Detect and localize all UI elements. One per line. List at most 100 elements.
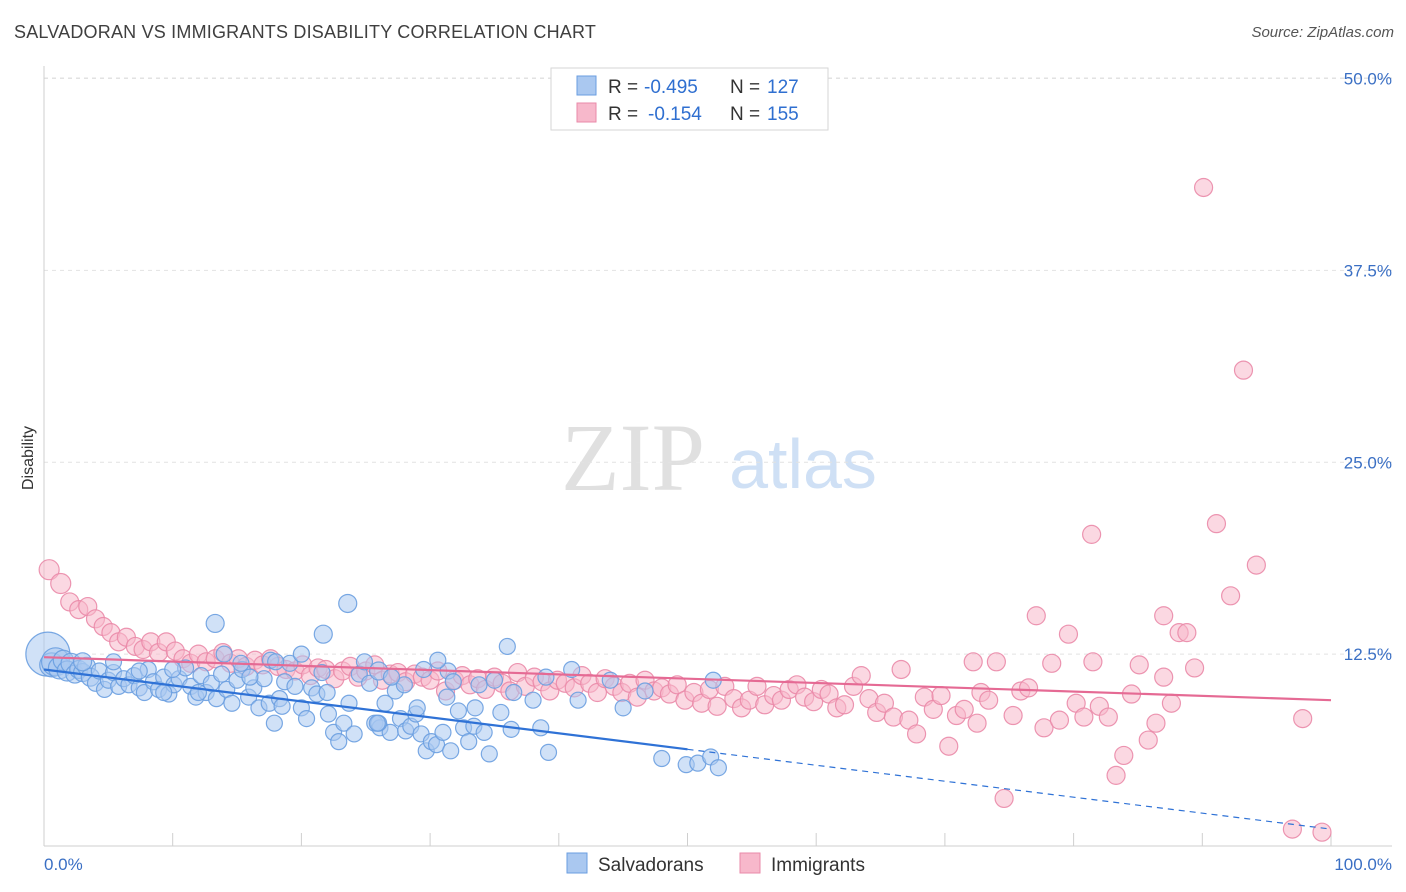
x-ticks — [43, 833, 1332, 846]
immigrants-point-146 — [1221, 586, 1241, 606]
immigrants-point-139 — [1154, 606, 1174, 626]
salvadorans-point-98 — [313, 624, 333, 644]
legend-n-label-2: N = — [730, 104, 760, 125]
salvadorans-point-126 — [505, 683, 523, 702]
top-legend-box — [550, 67, 829, 131]
salvadorans-point-127 — [524, 691, 542, 709]
legend-r-value-1: -0.495 — [644, 77, 698, 98]
salvadorans-point-136 — [164, 660, 182, 679]
salvadorans-point-129 — [382, 668, 401, 686]
immigrants-point-120 — [1003, 705, 1023, 726]
watermark-zip: ZIP — [561, 404, 705, 511]
immigrants-point-104 — [874, 693, 895, 713]
legend-n-label-1: N = — [730, 77, 760, 98]
bottom-legend: Salvadorans Immigrants — [566, 852, 865, 876]
immigrants-point-148 — [1246, 555, 1266, 575]
immigrants-point-123 — [1026, 606, 1046, 626]
legend-r-value-2: -0.154 — [648, 104, 702, 125]
salvadorans-point-132 — [267, 653, 285, 671]
salvadorans-point-45 — [255, 670, 273, 688]
immigrants-point-127 — [1058, 624, 1079, 644]
legend-swatch-immigrants — [576, 102, 597, 123]
bottom-legend-swatch-salvadorans — [566, 852, 588, 874]
salvadorans-point-106 — [502, 720, 520, 738]
bottom-legend-label-salvadorans: Salvadorans — [598, 855, 704, 876]
salvadorans-point-101 — [408, 699, 426, 717]
bottom-legend-swatch-immigrants — [739, 852, 761, 874]
salvadorans-point-65 — [361, 674, 379, 692]
salvadorans-point-133 — [241, 668, 259, 686]
salvadorans-point-99 — [338, 593, 358, 614]
y-axis-label: Disability — [20, 426, 37, 490]
salvadorans-point-56 — [313, 663, 331, 682]
immigrants-point-154 — [967, 713, 987, 733]
salvadorans-point-131 — [292, 645, 310, 663]
immigrants-point-112 — [939, 736, 959, 756]
salvadorans-point-107 — [532, 719, 550, 737]
salvadorans-point-89 — [485, 671, 504, 689]
salvadorans-point-47 — [265, 714, 283, 732]
immigrants-point-78 — [667, 675, 687, 695]
immigrants-point-143 — [1184, 658, 1205, 678]
salvadorans-point-121 — [537, 668, 555, 686]
salvadorans-point-57 — [319, 705, 338, 723]
salvadorans-point-90 — [73, 652, 93, 672]
immigrants-point-144 — [1193, 177, 1214, 198]
immigrants-point-101 — [851, 666, 871, 686]
immigrants-point-140 — [1161, 693, 1182, 713]
legend-r-label-2: R = — [608, 104, 638, 125]
immigrants-point-1 — [50, 572, 72, 595]
legend-n-value-1: 127 — [767, 77, 799, 98]
immigrants-point-138 — [1146, 713, 1166, 733]
salvadorans-point-134 — [215, 645, 233, 663]
immigrants-point-126 — [1049, 710, 1070, 730]
salvadorans-point-111 — [636, 682, 654, 700]
salvadorans-point-125 — [466, 699, 484, 717]
salvadorans-point-59 — [330, 733, 348, 751]
immigrants-point-115 — [963, 652, 983, 672]
immigrants-point-152 — [1282, 819, 1302, 839]
salvadorans-point-64 — [355, 653, 374, 671]
immigrants-point-150 — [1083, 652, 1103, 672]
immigrants-point-83 — [707, 696, 727, 716]
immigrants-point-151 — [1154, 667, 1174, 687]
salvadorans-point-102 — [429, 651, 447, 669]
salvadorans-point-39 — [223, 694, 241, 712]
immigrants-trend-line — [43, 656, 1332, 702]
salvadorans-point-123 — [614, 699, 632, 717]
salvadorans-point-112 — [653, 749, 671, 768]
salvadorans-point-84 — [460, 733, 478, 751]
salvadorans-point-116 — [709, 759, 727, 777]
grid-lines — [44, 77, 1392, 655]
immigrants-point-117 — [979, 690, 999, 710]
immigrants-point-153 — [1312, 822, 1332, 842]
bottom-legend-label-immigrants: Immigrants — [771, 855, 865, 876]
y-tick-labels: 12.5% 25.0% 37.5% 50.0% — [1344, 70, 1392, 665]
y-tick-label-3: 50.0% — [1344, 70, 1392, 89]
salvadorans-point-88 — [480, 745, 498, 763]
immigrants-point-99 — [834, 695, 855, 715]
legend-swatch-salvadorans — [576, 75, 597, 96]
salvadorans-point-104 — [442, 742, 460, 760]
x-tick-label-max: 100.0% — [1334, 855, 1392, 874]
salvadorans-point-109 — [569, 691, 587, 709]
salvadorans-trend-extension — [687, 748, 1332, 830]
watermark-atlas: atlas — [729, 425, 877, 503]
immigrants-point-145 — [1206, 514, 1227, 534]
immigrants-point-130 — [1082, 524, 1102, 544]
salvadorans-point-79 — [434, 723, 452, 742]
immigrants-point-149 — [1293, 708, 1313, 729]
trend-lines — [43, 656, 1332, 830]
y-tick-label-0: 12.5% — [1344, 645, 1392, 664]
immigrants-point-122 — [1018, 678, 1039, 698]
salvadorans-point-37 — [213, 665, 231, 683]
salvadorans-point-108 — [539, 743, 558, 761]
salvadorans-point-118 — [368, 714, 386, 732]
salvadorans-point-105 — [492, 703, 510, 722]
immigrants-point-129 — [1074, 707, 1094, 727]
salvadorans-point-130 — [318, 683, 336, 702]
immigrants-point-111 — [931, 685, 951, 706]
y-tick-label-2: 37.5% — [1344, 261, 1392, 280]
legend-r-label-1: R = — [608, 77, 638, 98]
